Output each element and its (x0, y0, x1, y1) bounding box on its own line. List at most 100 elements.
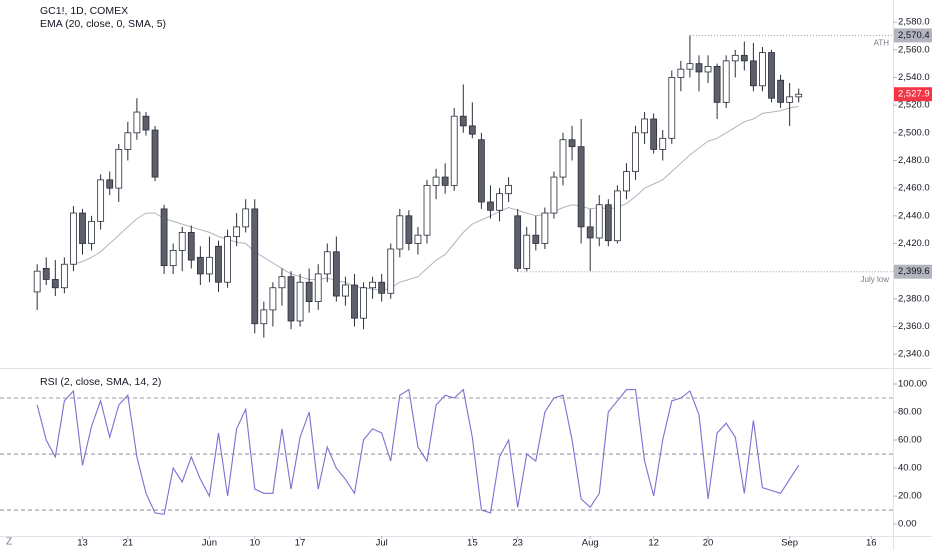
candle-body (133, 111, 141, 134)
candle-body (151, 129, 159, 178)
candle-body (731, 54, 739, 62)
candle-body (704, 66, 712, 73)
y-tick-label: 2,440.0 (898, 210, 930, 221)
candle-body (659, 137, 667, 150)
candle-body (224, 236, 231, 283)
rsi-title: RSI (2, close, SMA, 14, 2) (40, 376, 161, 388)
candle-body (251, 208, 259, 325)
candle-body (278, 276, 286, 289)
price-tag (894, 264, 932, 279)
y-tick-label: 2,480.0 (898, 155, 930, 166)
candle-body (88, 220, 95, 244)
candle-body (79, 212, 86, 244)
candle-body (160, 208, 168, 267)
ema-line (73, 106, 799, 292)
candle-body (586, 226, 594, 239)
candle-body (595, 204, 603, 239)
candle-body (441, 176, 449, 186)
candle-body (60, 263, 68, 289)
candle-body (33, 270, 41, 293)
candle-body (115, 149, 123, 189)
x-tick-label: 12 (648, 538, 659, 549)
candle-body (514, 215, 522, 269)
candle-body (686, 63, 694, 70)
candle-body (378, 281, 386, 294)
rsi-line (36, 388, 800, 515)
x-tick-label: 16 (866, 538, 877, 549)
candle-body (215, 245, 222, 283)
candle-body (124, 132, 132, 150)
candle-body (332, 251, 340, 297)
candle-body (541, 212, 549, 244)
candle-body (786, 96, 794, 103)
candle-body (314, 273, 322, 302)
candle-body (169, 250, 177, 267)
candle-body (550, 176, 558, 214)
x-tick-label: 10 (249, 538, 260, 549)
ema-legend: EMA (20, close, 0, SMA, 5) (40, 18, 166, 30)
y-tick-label: 0.00 (898, 519, 917, 530)
candle-body (178, 232, 186, 251)
scale-button[interactable]: Z (6, 537, 12, 548)
candle-body (360, 287, 367, 319)
x-tick-label: 17 (295, 538, 306, 549)
y-tick-label: 2,460.0 (898, 183, 930, 194)
candle-body (142, 115, 150, 131)
candle-body (196, 256, 204, 275)
candle-body (70, 212, 77, 265)
candle-body (478, 139, 485, 203)
candle-body (759, 52, 766, 87)
candle-body (468, 125, 476, 135)
candle-body (351, 284, 358, 319)
candle-body (559, 139, 567, 178)
last-price-tag (894, 87, 932, 102)
candle-body (432, 176, 440, 186)
candle-body (695, 63, 703, 73)
y-tick-label: 2,580.0 (898, 17, 930, 28)
candle-body (604, 204, 612, 242)
y-tick-label: 2,340.0 (898, 349, 930, 360)
y-tick-label: 60.00 (898, 435, 922, 446)
candle-body (487, 201, 494, 211)
price-tag-label: 2,399.6 (898, 266, 930, 277)
x-tick-label: 23 (512, 538, 523, 549)
level-label: ATH (874, 39, 890, 48)
price-tag-label: 2,570.4 (898, 30, 930, 41)
y-tick-label: 80.00 (898, 407, 922, 418)
candle-body (51, 279, 59, 289)
y-tick-label: 2,520.0 (898, 100, 930, 111)
candle-body (632, 132, 639, 172)
price-tag (894, 28, 932, 43)
x-tick-label: 21 (123, 538, 134, 549)
y-tick-label: 2,540.0 (898, 72, 930, 83)
candle-body (668, 77, 676, 139)
x-tick-label: 13 (77, 538, 88, 549)
candle-body (287, 276, 295, 322)
candle-body (296, 281, 304, 322)
candle-body (405, 215, 413, 244)
y-tick-label: 2,420.0 (898, 238, 930, 249)
candle-body (623, 171, 630, 192)
candle-body (523, 234, 531, 269)
candle-body (777, 79, 784, 103)
y-tick-label: 2,360.0 (898, 321, 930, 332)
candle-body (305, 281, 313, 302)
candle-body (768, 52, 775, 99)
candle-body (42, 267, 50, 280)
candle-body (206, 256, 213, 275)
y-tick-label: 40.00 (898, 463, 922, 474)
candle-body (396, 215, 404, 250)
candle-body (233, 226, 241, 237)
x-tick-label: Jul (376, 538, 388, 549)
candle-body (459, 115, 467, 127)
candle-body (269, 287, 277, 311)
y-tick-label: 2,380.0 (898, 293, 930, 304)
candle-body (387, 248, 395, 294)
symbol-title: GC1!, 1D, COMEX (40, 5, 128, 17)
x-tick-label: 15 (467, 538, 478, 549)
candle-body (749, 60, 757, 87)
y-tick-label: 20.00 (898, 491, 922, 502)
candle-body (242, 208, 250, 228)
x-tick-label: Sep (781, 538, 798, 549)
